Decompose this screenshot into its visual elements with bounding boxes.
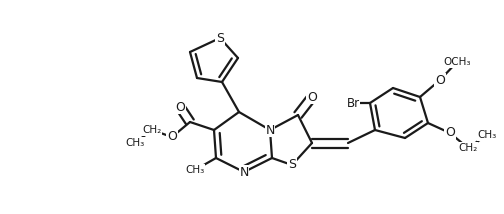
Text: CH₂: CH₂ [458,143,478,153]
Text: O: O [175,101,185,113]
Text: CH₂: CH₂ [142,125,162,135]
Text: O: O [445,126,455,140]
Text: CH₃: CH₃ [477,130,496,140]
Text: O: O [167,131,177,144]
Text: S: S [216,31,224,45]
Text: OCH₃: OCH₃ [443,57,471,67]
Text: O: O [307,91,317,104]
Text: CH₃: CH₃ [125,138,145,148]
Text: O: O [435,73,445,86]
Text: N: N [239,165,248,178]
Text: S: S [288,159,296,171]
Text: Br: Br [346,97,359,110]
Text: CH₃: CH₃ [185,165,205,175]
Text: N: N [265,123,275,137]
